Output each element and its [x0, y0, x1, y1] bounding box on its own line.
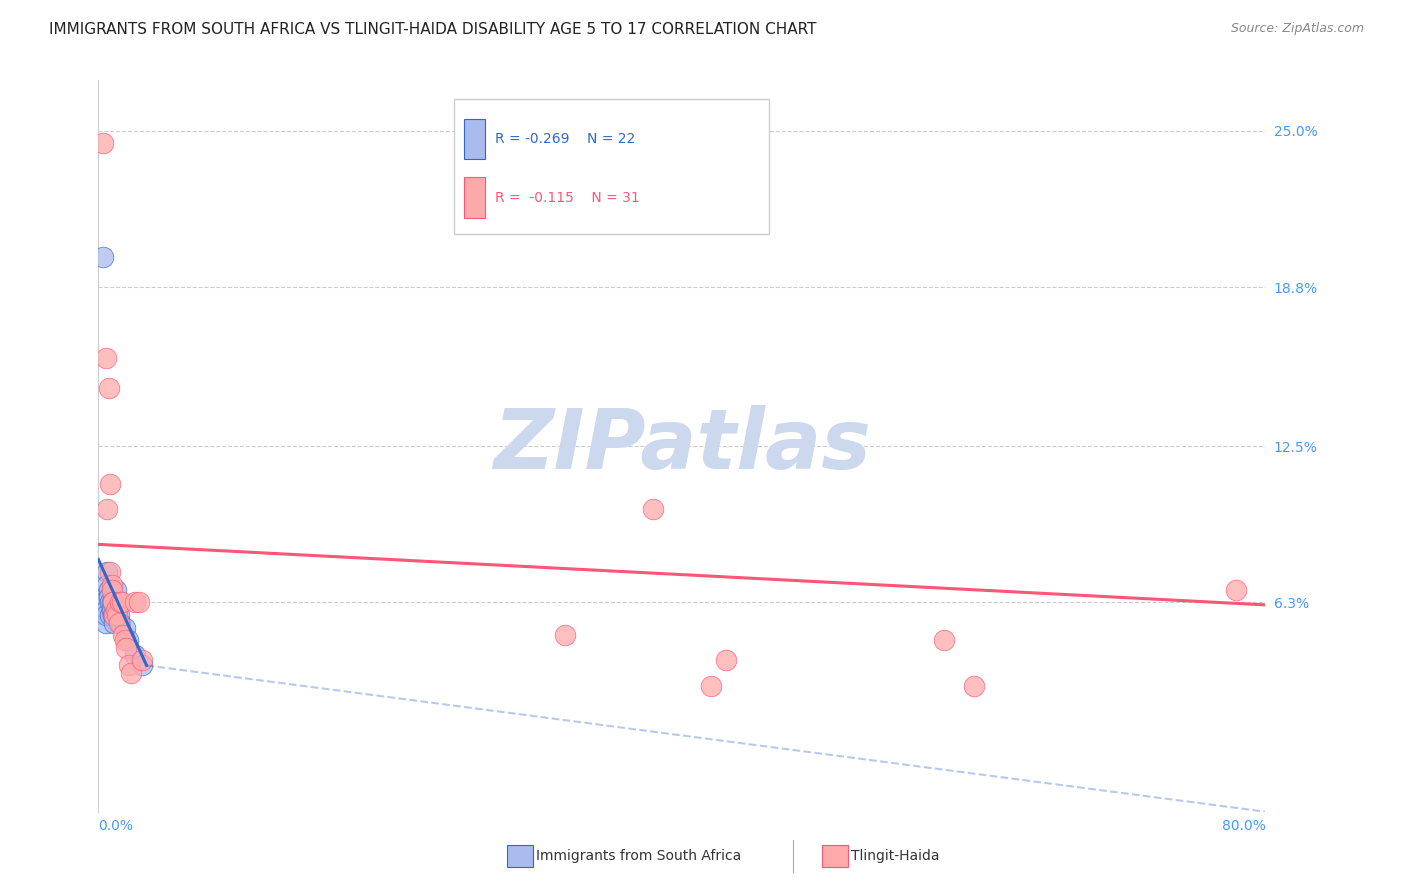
Point [94, 607, 117, 622]
Point [554, 628, 576, 642]
Point [97, 381, 120, 395]
Point [96, 578, 118, 592]
Text: 0.0%: 0.0% [98, 819, 134, 833]
Point [104, 603, 127, 617]
Point [98, 595, 121, 609]
Text: 80.0%: 80.0% [1222, 819, 1265, 833]
Point [934, 633, 956, 648]
Point [128, 595, 150, 609]
Point [114, 633, 136, 648]
Point [131, 653, 153, 667]
Point [94, 351, 117, 365]
Text: R =  -0.115    N = 31: R = -0.115 N = 31 [495, 191, 640, 204]
Point [117, 633, 139, 648]
Text: Tlingit-Haida: Tlingit-Haida [851, 849, 939, 863]
Point [114, 621, 136, 635]
Point [100, 578, 122, 592]
Point [120, 665, 142, 680]
Point [124, 595, 146, 609]
Point [111, 595, 134, 609]
Text: Immigrants from South Africa: Immigrants from South Africa [536, 849, 741, 863]
Point [100, 603, 122, 617]
Point [103, 607, 125, 622]
Point [1225, 582, 1247, 597]
Point [101, 595, 124, 609]
Text: R = -0.269    N = 22: R = -0.269 N = 22 [495, 132, 636, 146]
Point [96, 565, 118, 579]
Point [110, 595, 132, 609]
Point [98, 476, 121, 491]
Point [131, 658, 153, 673]
Text: ZIPatlas: ZIPatlas [494, 406, 870, 486]
Point [124, 648, 146, 663]
Point [100, 582, 122, 597]
Point [641, 502, 664, 516]
Point [110, 615, 132, 630]
Point [112, 628, 135, 642]
Point [97, 582, 120, 597]
Point [96, 502, 118, 516]
Point [103, 615, 125, 630]
Point [714, 653, 737, 667]
Point [108, 615, 131, 630]
Point [101, 607, 124, 622]
Text: IMMIGRANTS FROM SOUTH AFRICA VS TLINGIT-HAIDA DISABILITY AGE 5 TO 17 CORRELATION: IMMIGRANTS FROM SOUTH AFRICA VS TLINGIT-… [49, 22, 817, 37]
Text: Source: ZipAtlas.com: Source: ZipAtlas.com [1230, 22, 1364, 36]
Point [115, 640, 138, 655]
Point [94, 603, 117, 617]
Point [105, 607, 128, 622]
Point [118, 658, 141, 673]
Point [93, 595, 115, 609]
Point [700, 679, 723, 693]
Point [97, 591, 120, 605]
Point [98, 565, 121, 579]
Point [962, 679, 984, 693]
Point [91, 136, 114, 151]
Point [104, 582, 127, 597]
Point [108, 607, 131, 622]
Point [91, 250, 114, 264]
Point [94, 615, 117, 630]
Point [101, 595, 124, 609]
Point [100, 595, 122, 609]
Point [98, 607, 121, 622]
